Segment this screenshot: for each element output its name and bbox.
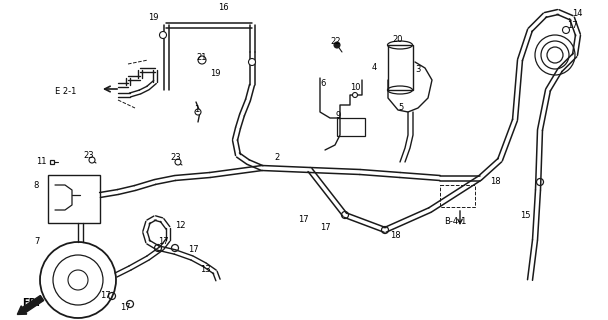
Text: FR.: FR. bbox=[22, 298, 40, 308]
Circle shape bbox=[175, 159, 181, 165]
Text: 11: 11 bbox=[36, 157, 46, 166]
Text: 17: 17 bbox=[567, 21, 578, 30]
Text: 19: 19 bbox=[210, 69, 221, 78]
Text: 2: 2 bbox=[274, 154, 279, 163]
Bar bbox=[337, 118, 365, 136]
Text: 17: 17 bbox=[100, 292, 111, 300]
Circle shape bbox=[249, 59, 255, 66]
Text: 8: 8 bbox=[33, 180, 38, 189]
Text: 17: 17 bbox=[158, 237, 168, 246]
FancyArrow shape bbox=[18, 295, 44, 315]
Circle shape bbox=[195, 109, 201, 115]
Text: 12: 12 bbox=[175, 220, 185, 229]
Circle shape bbox=[562, 27, 570, 34]
Text: 7: 7 bbox=[34, 237, 40, 246]
Text: 9: 9 bbox=[335, 110, 340, 119]
Circle shape bbox=[353, 92, 358, 98]
Circle shape bbox=[159, 31, 167, 38]
Text: 10: 10 bbox=[350, 84, 361, 92]
Bar bbox=[440, 185, 475, 207]
Text: 16: 16 bbox=[218, 4, 229, 12]
Text: 3: 3 bbox=[415, 66, 420, 75]
Text: 17: 17 bbox=[298, 215, 309, 225]
Text: 17: 17 bbox=[320, 223, 331, 233]
Circle shape bbox=[334, 42, 340, 48]
Text: 15: 15 bbox=[520, 211, 531, 220]
Text: 14: 14 bbox=[572, 10, 582, 19]
Circle shape bbox=[198, 56, 206, 64]
Text: B-4-1: B-4-1 bbox=[444, 218, 466, 227]
Text: 21: 21 bbox=[196, 53, 207, 62]
Text: 6: 6 bbox=[320, 79, 325, 89]
Circle shape bbox=[89, 157, 95, 163]
Text: 5: 5 bbox=[398, 103, 403, 113]
Text: 19: 19 bbox=[148, 13, 159, 22]
Text: 23: 23 bbox=[83, 150, 94, 159]
Bar bbox=[388, 45, 413, 90]
Text: 22: 22 bbox=[330, 37, 340, 46]
Text: 4: 4 bbox=[372, 63, 377, 73]
Text: 13: 13 bbox=[200, 266, 210, 275]
Text: 17: 17 bbox=[188, 245, 199, 254]
Text: E 2-1: E 2-1 bbox=[55, 87, 77, 97]
Text: 1: 1 bbox=[194, 106, 199, 115]
Text: 23: 23 bbox=[170, 154, 181, 163]
Text: 18: 18 bbox=[490, 178, 500, 187]
Bar bbox=[48, 175, 100, 223]
Text: 20: 20 bbox=[392, 36, 402, 44]
Text: 17: 17 bbox=[120, 303, 131, 313]
Text: 18: 18 bbox=[390, 230, 401, 239]
